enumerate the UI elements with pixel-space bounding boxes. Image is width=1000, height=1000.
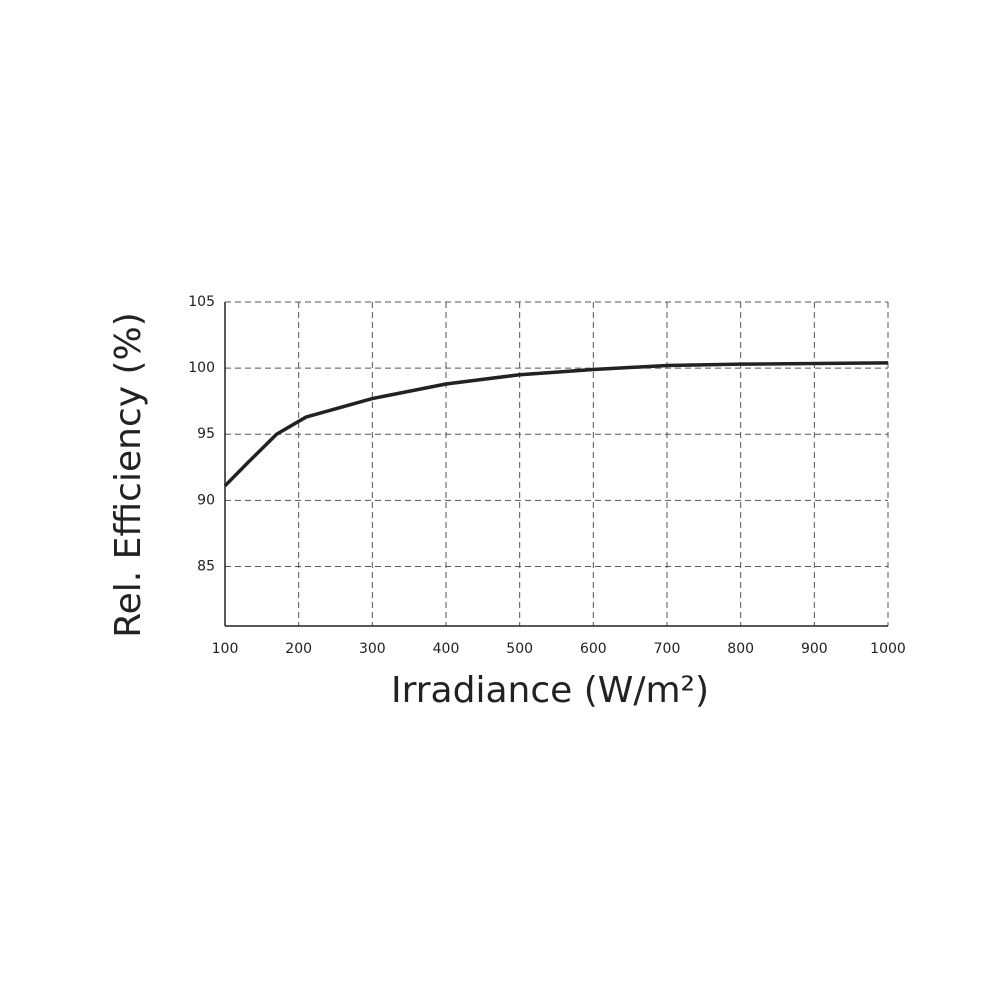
- x-tick-label: 700: [654, 641, 681, 657]
- x-tick-label: 400: [433, 641, 460, 657]
- x-tick-label: 300: [359, 641, 386, 657]
- line: [223, 361, 889, 488]
- x-tick-label: 500: [506, 641, 533, 657]
- x-tick-label: 1000: [870, 641, 906, 657]
- y-tick-label: 100: [188, 360, 215, 376]
- y-axis-label: Rel. Efficiency (%): [108, 312, 149, 638]
- y-tick-label: 90: [197, 492, 215, 508]
- y-tick-label: 105: [188, 294, 215, 310]
- x-tick-label: 600: [580, 641, 607, 657]
- x-tick-label: 800: [727, 641, 754, 657]
- x-axis-label: Irradiance (W/m²): [391, 670, 709, 711]
- x-tick-label: 900: [801, 641, 828, 657]
- y-tick-label: 85: [197, 558, 215, 574]
- x-tick-label: 200: [285, 641, 312, 657]
- x-tick-label: 100: [212, 641, 239, 657]
- y-tick-label: 95: [197, 426, 215, 442]
